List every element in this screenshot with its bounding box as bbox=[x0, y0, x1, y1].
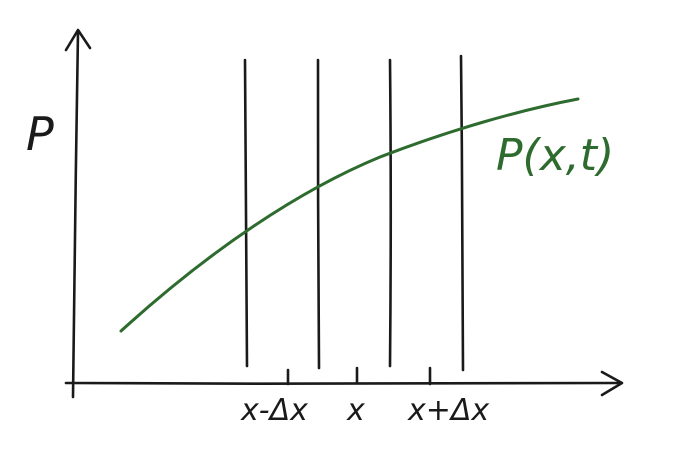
x-axis bbox=[64, 381, 622, 386]
curve-p bbox=[119, 97, 580, 333]
tick-label-right: x+Δx bbox=[407, 393, 489, 428]
boundary-line-2 bbox=[316, 58, 321, 370]
curve-label: P(x,t) bbox=[496, 130, 614, 181]
tick-label-left: x-Δx bbox=[240, 393, 308, 428]
tick-label-center: x bbox=[346, 393, 365, 428]
x-axis-arrowhead bbox=[600, 370, 624, 397]
boundary-line-1 bbox=[243, 58, 249, 368]
boundary-line-4 bbox=[459, 54, 465, 372]
y-axis bbox=[71, 30, 80, 399]
y-axis-arrowhead bbox=[64, 28, 92, 52]
y-axis-label: P bbox=[26, 107, 54, 161]
boundary-line-3 bbox=[388, 58, 393, 368]
